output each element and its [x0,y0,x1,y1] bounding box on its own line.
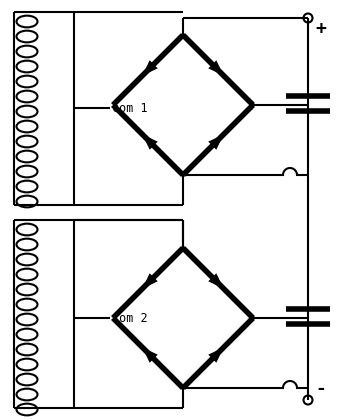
Polygon shape [208,347,224,363]
Polygon shape [142,273,158,289]
Polygon shape [208,60,224,76]
Text: +: + [315,20,326,38]
Polygon shape [208,134,224,150]
Text: com 1: com 1 [112,102,147,115]
Polygon shape [208,273,224,289]
Polygon shape [142,347,158,363]
Polygon shape [142,60,158,76]
Text: com 2: com 2 [112,312,147,325]
Text: -: - [315,380,326,398]
Polygon shape [142,134,158,150]
